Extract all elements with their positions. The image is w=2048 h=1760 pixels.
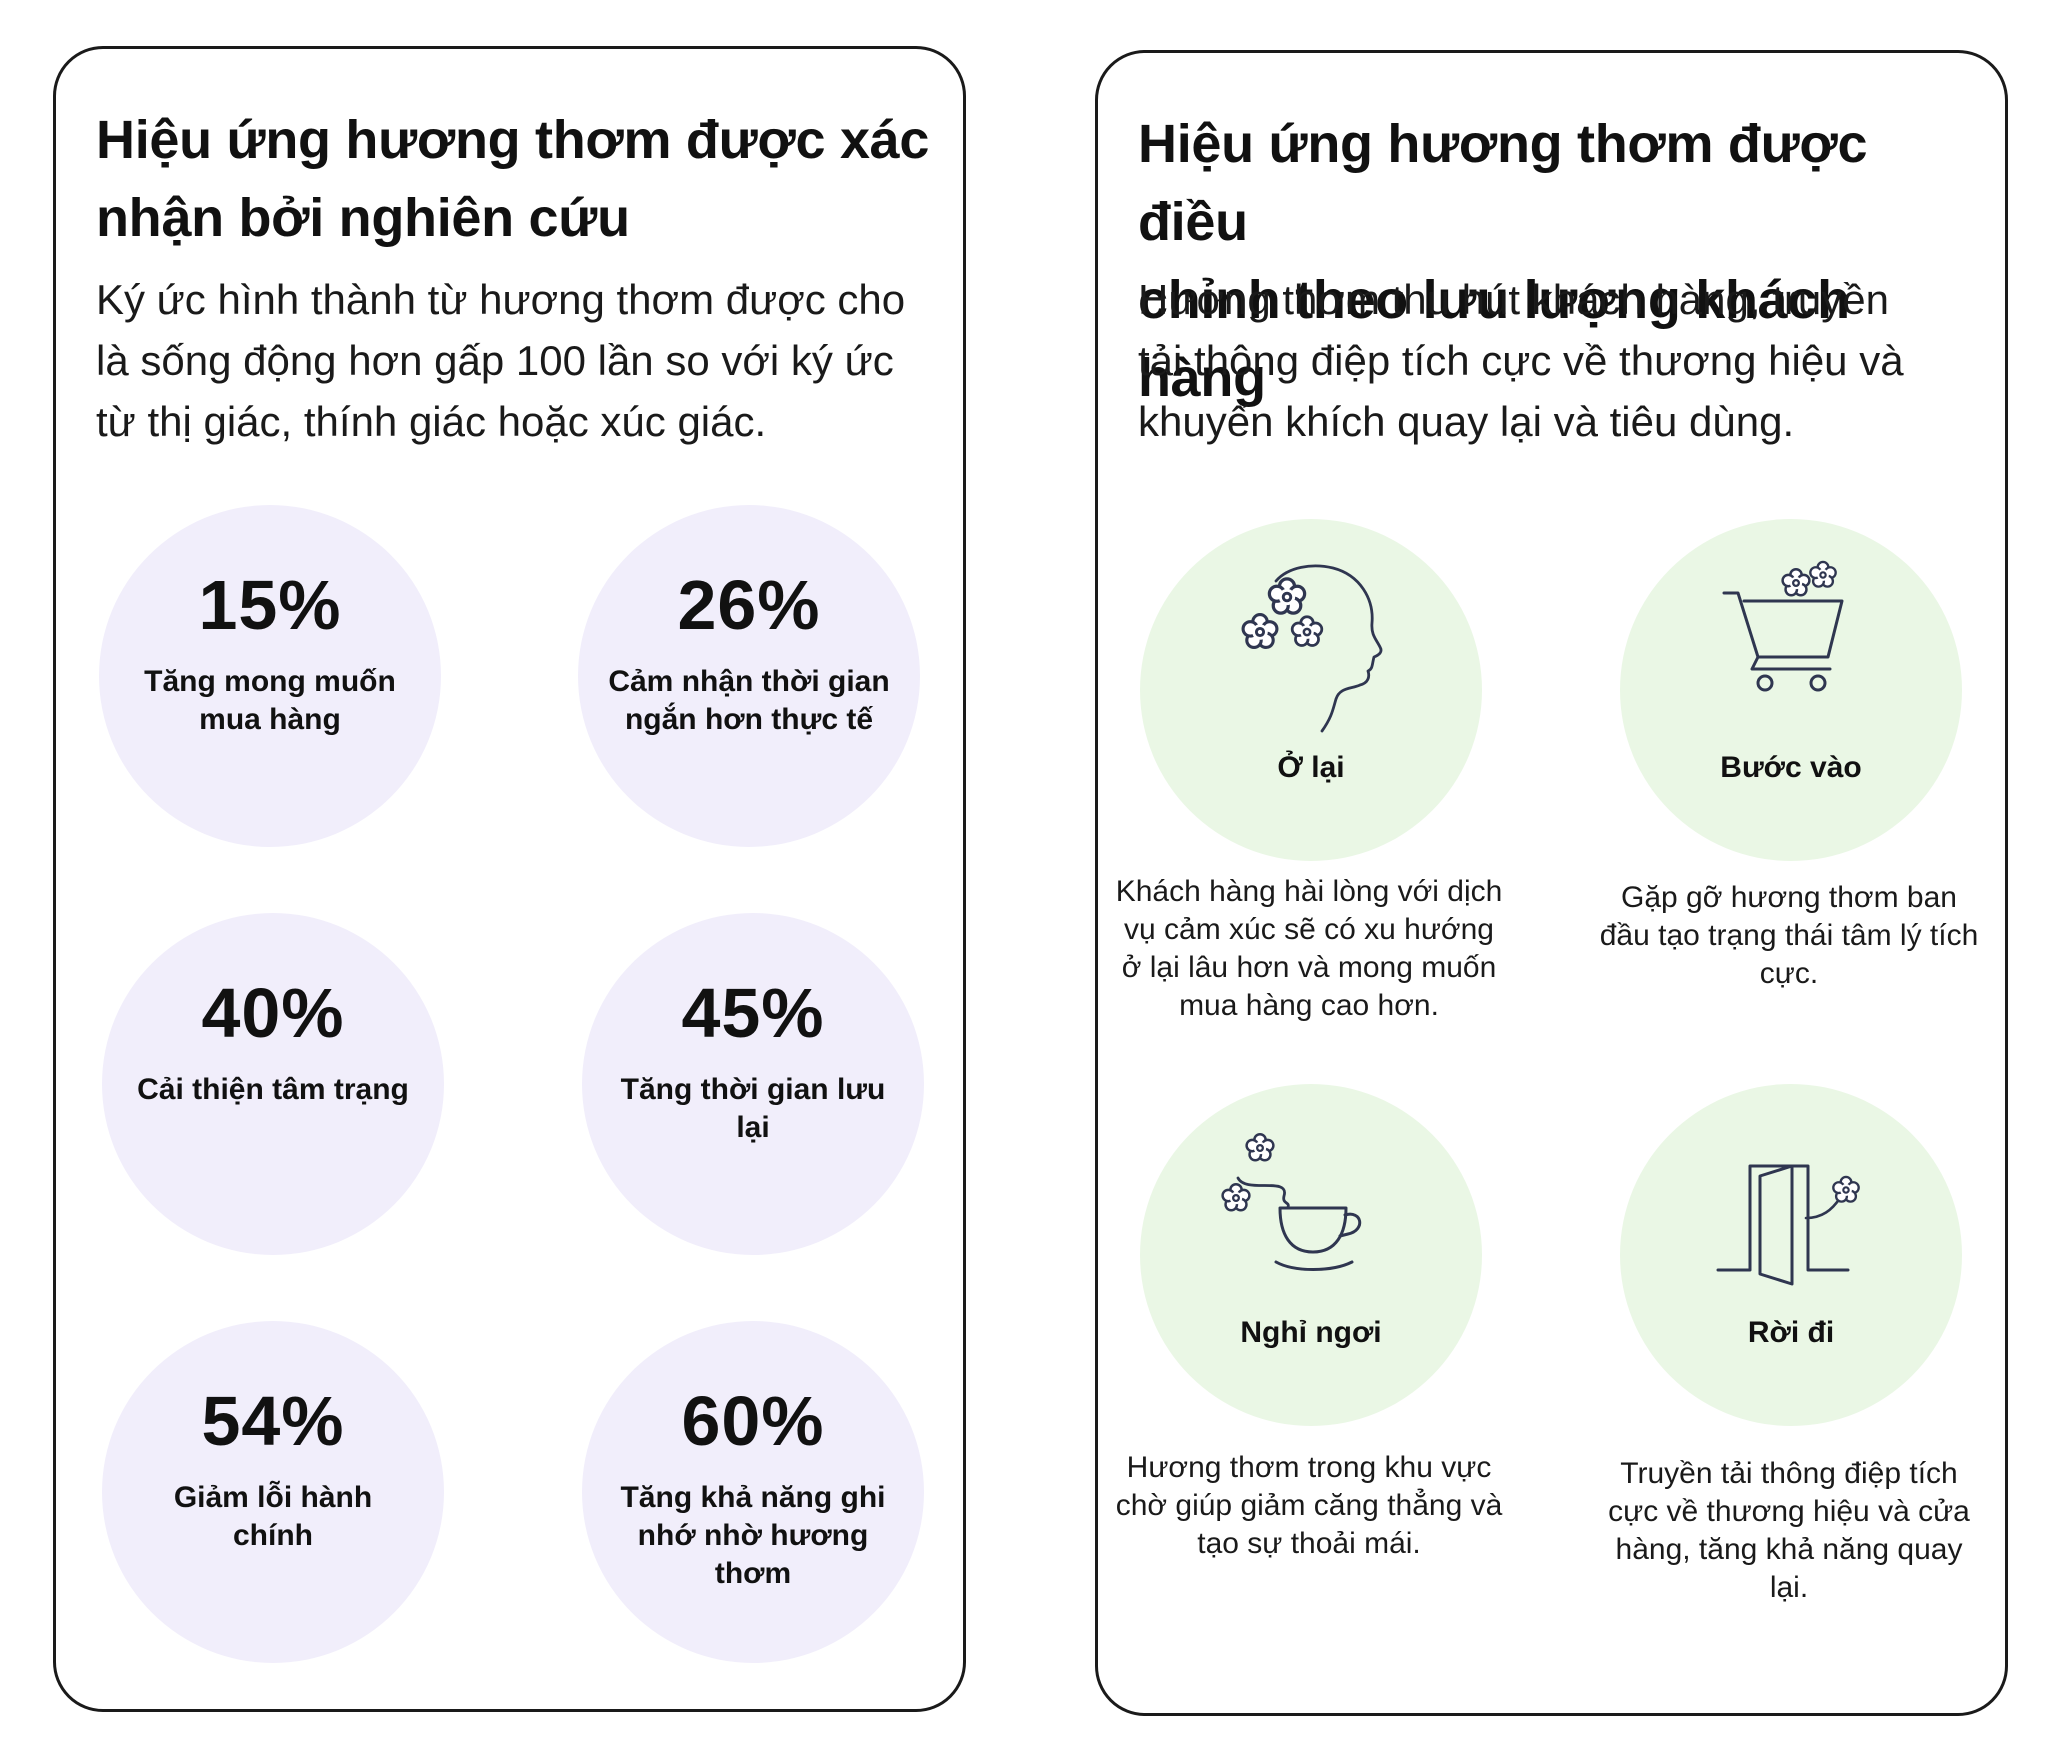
stat-percentage: 60% [681, 1382, 825, 1460]
leave-feature-circle: Rời đi [1620, 1084, 1962, 1426]
description-line: từ thị giác, thính giác hoặc xúc giác. [96, 398, 767, 445]
stat-circle: 45% Tăng thời gian lưu lại [582, 913, 924, 1255]
rest-feature-circle: Nghỉ ngơi [1140, 1084, 1482, 1426]
stat-label: Cải thiện tâm trạng [137, 1073, 409, 1106]
stat-circle: 26% Cảm nhận thời gian ngắn hơn thực tế [578, 505, 920, 847]
stat-percentage: 26% [677, 566, 821, 644]
feature-label: Ở lại [1277, 751, 1345, 784]
customer-flow-card-title: Hiệu ứng hương thơm được điều chỉnh theo … [1138, 105, 1978, 417]
description-line: Ký ức hình thành từ hương thơm được cho [96, 276, 906, 323]
customer-flow-card-description: Hương thơm thu hút khách hàng, truyền tải… [1138, 269, 1988, 452]
stat-label: Tăng thời gian lưu lại [620, 1073, 886, 1144]
stat-percentage: 15% [198, 566, 342, 644]
enter-feature-circle: Bước vào [1620, 519, 1962, 861]
title-line: chỉnh theo lưu lượng khách hàng [1138, 270, 1850, 408]
feature-label: Nghỉ ngơi [1240, 1316, 1382, 1349]
research-card: Hiệu ứng hương thơm được xác nhận bởi ngh… [53, 46, 966, 1712]
stat-circle: 40% Cải thiện tâm trạng [102, 913, 444, 1255]
head-flowers-icon [1241, 564, 1383, 733]
description-line: tải thông điệp tích cực về thương hiệu v… [1138, 337, 1904, 384]
stat-label: Cảm nhận thời gian ngắn hơn thực tế [608, 665, 890, 736]
title-line: nhận bởi nghiên cứu [96, 188, 630, 248]
stat-circle: 15% Tăng mong muốn mua hàng [99, 505, 441, 847]
stat-label: Giảm lỗi hành chính [173, 1481, 373, 1552]
feature-description: Hương thơm trong khu vực chờ giúp giảm c… [1115, 1451, 1503, 1560]
stat-label: Tăng khả năng ghi nhớ nhờ hương thơm [620, 1481, 886, 1590]
open-door-icon [1716, 1164, 1860, 1286]
feature-description: Truyền tải thông điệp tích cực về thương… [1608, 1457, 1970, 1604]
stat-circle: 54% Giảm lỗi hành chính [102, 1321, 444, 1663]
feature-label: Bước vào [1720, 751, 1862, 784]
stat-percentage: 54% [201, 1382, 345, 1460]
stat-label: Tăng mong muốn mua hàng [144, 665, 396, 736]
research-card-title: Hiệu ứng hương thơm được xác nhận bởi ngh… [96, 101, 936, 257]
coffee-cup-icon [1221, 1132, 1362, 1271]
stay-feature-circle: Ở lại [1140, 519, 1482, 861]
customer-flow-card: Hiệu ứng hương thơm được điều chỉnh theo … [1095, 50, 2008, 1716]
stat-circle: 60% Tăng khả năng ghi nhớ nhờ hương thơm [582, 1321, 924, 1663]
research-card-description: Ký ức hình thành từ hương thơm được cho l… [96, 269, 946, 452]
shopping-cart-flowers-icon [1722, 560, 1844, 692]
description-line: là sống động hơn gấp 100 lần so với ký ứ… [96, 337, 894, 384]
stat-percentage: 40% [201, 974, 345, 1052]
title-line: Hiệu ứng hương thơm được xác [96, 110, 930, 170]
title-line: Hiệu ứng hương thơm được điều [1138, 114, 1868, 252]
stat-percentage: 45% [681, 974, 825, 1052]
feature-description: Khách hàng hài lòng với dịch vụ cảm xúc … [1115, 875, 1503, 1022]
description-line: khuyến khích quay lại và tiêu dùng. [1138, 398, 1795, 445]
description-line: Hương thơm thu hút khách hàng, truyền [1138, 276, 1889, 323]
feature-label: Rời đi [1747, 1316, 1835, 1349]
feature-description: Gặp gỡ hương thơm ban đầu tạo trạng thái… [1599, 881, 1979, 990]
